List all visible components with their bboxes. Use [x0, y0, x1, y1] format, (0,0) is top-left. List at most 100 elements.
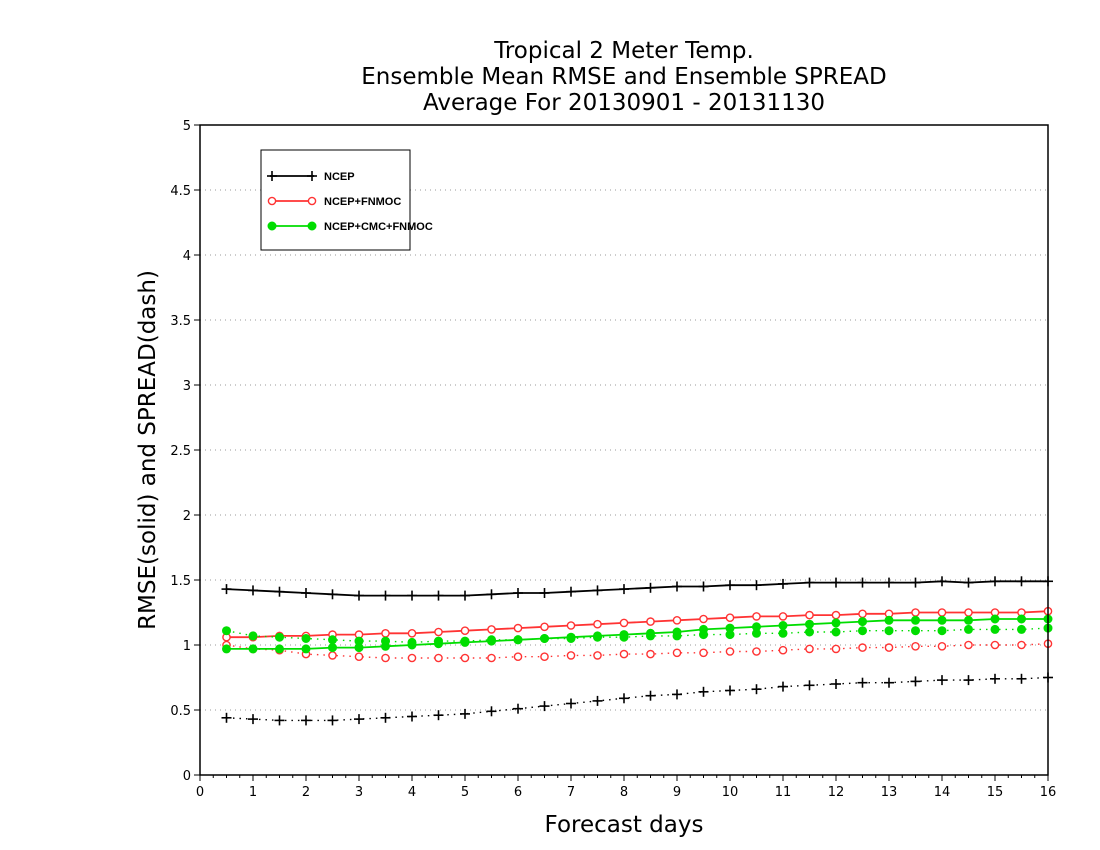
- series-ncep-rmse: [221, 576, 1053, 601]
- data-point: [857, 677, 868, 688]
- data-point: [699, 624, 708, 634]
- spread-line: [226, 643, 1049, 659]
- data-point: [566, 698, 576, 709]
- data-point: [460, 637, 470, 647]
- x-tick-label: 6: [514, 785, 522, 800]
- data-point: [433, 590, 444, 601]
- data-point: [778, 628, 788, 638]
- data-point: [267, 196, 277, 206]
- x-tick-label: 5: [461, 785, 469, 800]
- series-ncep-cmc-fnmoc-rmse: [222, 614, 1053, 654]
- data-point: [407, 640, 417, 650]
- x-tick-label: 10: [722, 785, 739, 800]
- data-point: [937, 608, 947, 617]
- data-point: [540, 622, 549, 632]
- data-point: [221, 712, 232, 723]
- data-point: [307, 221, 317, 231]
- x-tick-label: 15: [987, 785, 1004, 800]
- data-point: [513, 703, 523, 714]
- data-point: [990, 624, 1000, 634]
- data-point: [752, 647, 761, 656]
- data-point: [434, 627, 443, 637]
- data-point: [407, 653, 417, 663]
- data-point: [619, 584, 629, 595]
- data-point: [486, 706, 497, 717]
- y-tick-label: 3: [183, 379, 191, 394]
- data-point: [964, 615, 973, 625]
- x-tick-label: 0: [196, 785, 204, 800]
- data-point: [911, 626, 920, 636]
- data-point: [540, 634, 549, 643]
- x-tick-label: 14: [934, 785, 951, 800]
- data-point: [964, 640, 973, 650]
- data-point: [354, 652, 364, 662]
- data-point: [751, 580, 762, 591]
- data-point: [910, 577, 921, 588]
- data-point: [778, 681, 788, 692]
- data-point: [619, 649, 629, 659]
- data-point: [805, 610, 814, 620]
- series-ncep-fnmoc-rmse: [222, 606, 1053, 642]
- data-point: [328, 643, 337, 653]
- data-point: [672, 689, 682, 700]
- data-point: [672, 581, 682, 592]
- legend-entry: NCEP+CMC+FNMOC: [267, 221, 433, 233]
- legend-label: NCEP+CMC+FNMOC: [324, 221, 433, 233]
- data-point: [1017, 614, 1026, 624]
- data-point: [831, 610, 841, 620]
- data-point: [1016, 673, 1027, 684]
- data-point: [566, 651, 576, 660]
- data-point: [831, 679, 841, 689]
- data-point: [513, 623, 523, 633]
- data-point: [751, 684, 762, 695]
- data-point: [964, 608, 973, 617]
- data-point: [222, 644, 231, 654]
- data-point: [937, 576, 947, 587]
- data-point: [646, 628, 655, 638]
- data-point: [937, 615, 947, 625]
- x-tick-label: 8: [620, 785, 628, 800]
- data-point: [778, 621, 788, 630]
- legend-entry: NCEP: [267, 171, 355, 183]
- data-point: [275, 644, 284, 654]
- data-point: [778, 645, 788, 655]
- data-point: [460, 626, 470, 636]
- data-point: [327, 589, 338, 600]
- data-point: [884, 677, 894, 688]
- data-point: [725, 647, 735, 656]
- data-point: [884, 643, 894, 652]
- data-point: [407, 590, 417, 601]
- data-point: [857, 577, 868, 588]
- data-point: [380, 590, 391, 601]
- y-tick-label: 0: [183, 769, 191, 784]
- series-layer: [221, 576, 1053, 726]
- data-point: [752, 622, 761, 632]
- data-point: [619, 618, 629, 628]
- data-point: [221, 584, 232, 595]
- legend-entry: NCEP+FNMOC: [267, 196, 401, 208]
- data-point: [407, 629, 417, 638]
- data-point: [725, 613, 735, 623]
- y-tick-label: 2.5: [170, 444, 191, 459]
- data-point: [831, 618, 841, 628]
- data-point: [911, 608, 920, 617]
- data-point: [381, 629, 390, 638]
- data-point: [593, 631, 602, 641]
- legend-label: NCEP+FNMOC: [324, 196, 401, 208]
- data-point: [990, 576, 1000, 587]
- data-point: [963, 675, 974, 686]
- data-point: [805, 627, 814, 637]
- title-line-3: Average For 20130901 - 20131130: [423, 90, 825, 116]
- data-point: [275, 632, 284, 642]
- data-point: [858, 626, 867, 636]
- y-tick-label: 0.5: [170, 704, 191, 719]
- data-point: [301, 644, 311, 654]
- data-point: [566, 621, 576, 630]
- data-point: [646, 649, 655, 659]
- data-point: [645, 582, 656, 593]
- data-point: [937, 626, 947, 636]
- data-point: [566, 586, 576, 597]
- data-point: [646, 617, 655, 626]
- data-point: [540, 652, 549, 662]
- data-point: [831, 644, 841, 654]
